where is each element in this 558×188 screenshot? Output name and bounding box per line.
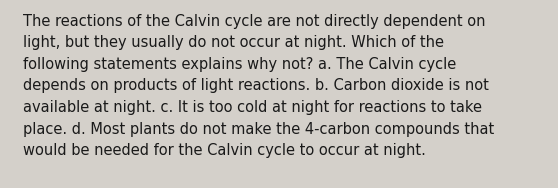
Text: The reactions of the Calvin cycle are not directly dependent on
light, but they : The reactions of the Calvin cycle are no… — [23, 14, 494, 158]
